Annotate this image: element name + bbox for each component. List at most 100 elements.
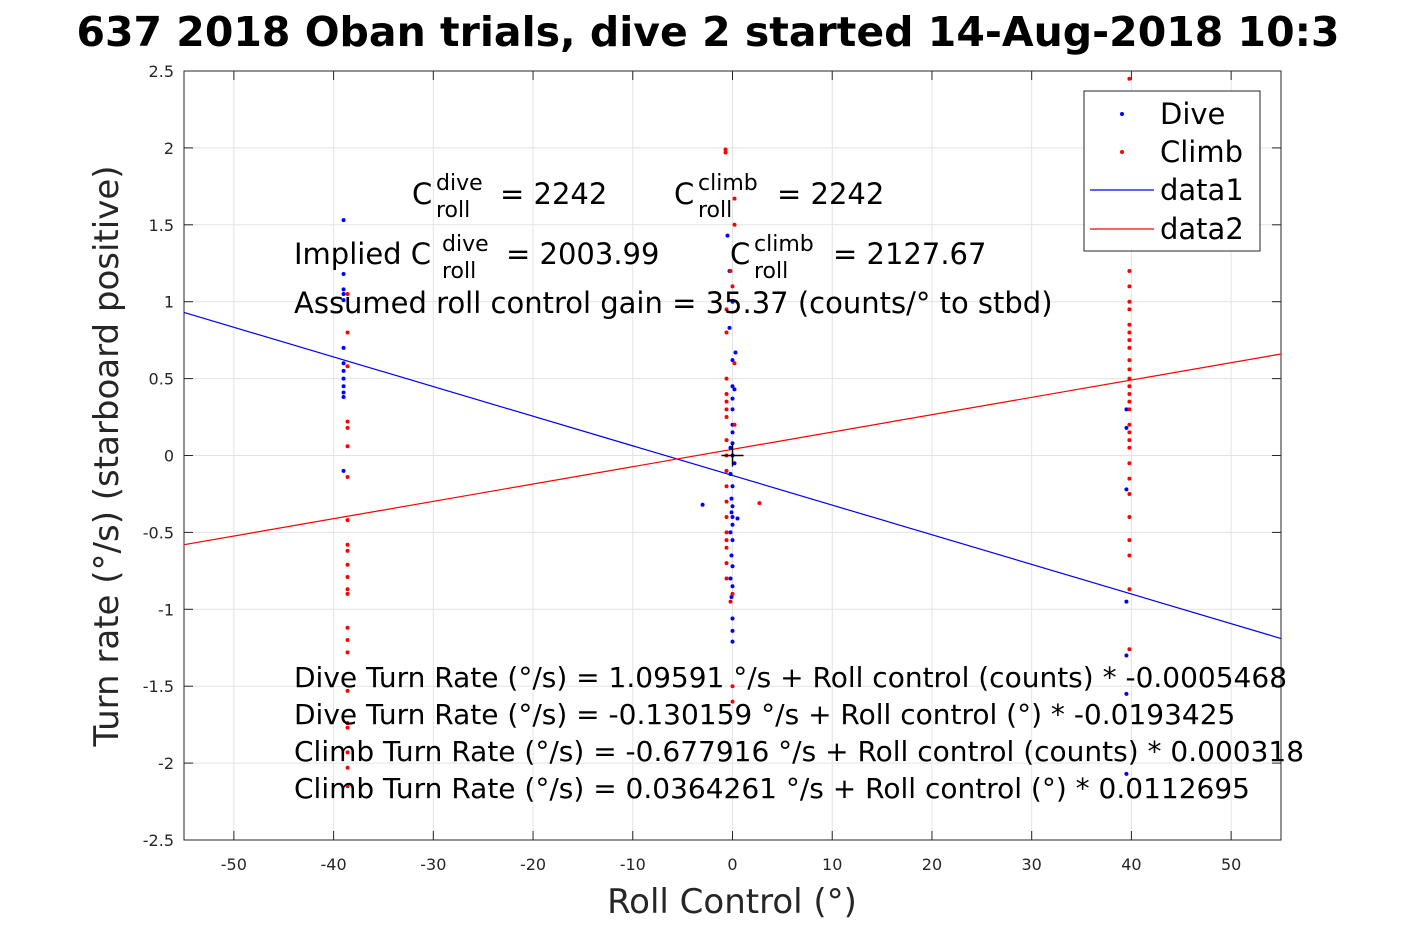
- climb-point: [724, 468, 729, 473]
- dive-point: [730, 515, 735, 520]
- dive-point: [341, 368, 346, 373]
- climb-point: [730, 699, 735, 704]
- climb-point: [1127, 76, 1132, 81]
- dive-point: [730, 522, 735, 527]
- climb-point: [1127, 399, 1132, 404]
- climb-point: [1127, 322, 1132, 327]
- climb-point: [724, 576, 729, 581]
- climb-point: [345, 625, 350, 630]
- climb-point: [724, 484, 729, 489]
- dive-point: [730, 616, 735, 621]
- dive-point: [341, 468, 346, 473]
- climb-point: [724, 415, 729, 420]
- implied-climb-annotation: C climb roll = 2127.67: [730, 232, 986, 284]
- climb-point: [1127, 538, 1132, 543]
- climb-point: [345, 542, 350, 547]
- dive-point: [1124, 407, 1129, 412]
- dive-point: [728, 471, 733, 476]
- climb-point: [732, 222, 737, 227]
- dive-point: [732, 387, 737, 392]
- dive-point: [730, 384, 735, 389]
- dive-point: [341, 298, 346, 303]
- dive-point: [735, 516, 740, 521]
- c-symbol: C: [412, 177, 432, 211]
- dive-point: [730, 396, 735, 401]
- dive-point: [730, 564, 735, 569]
- dive-point: [730, 584, 735, 589]
- x-tick-label: 30: [1022, 855, 1042, 874]
- equation-climb-counts: Climb Turn Rate (°/s) = -0.677916 °/s + …: [294, 735, 1304, 768]
- legend-swatch-climb: [1120, 150, 1124, 154]
- climb-point: [345, 765, 350, 770]
- climb-point: [732, 196, 737, 201]
- climb-point: [724, 407, 729, 412]
- climb-point: [732, 361, 737, 366]
- climb-point: [730, 284, 735, 289]
- dive-point: [728, 445, 733, 450]
- climb-point: [728, 268, 733, 273]
- climb-point: [1127, 307, 1132, 312]
- dive-point: [728, 576, 733, 581]
- climb-point: [1127, 391, 1132, 396]
- implied-climb-value: = 2127.67: [833, 237, 986, 271]
- y-tick-label: 1.5: [149, 216, 174, 235]
- assumed-gain-annotation: Assumed roll control gain = 35.37 (count…: [294, 286, 1053, 320]
- ticks: -50 -40 -30 -20 -10 0 10 20 30 40 50-2.5-2-1.5-1-0…: [143, 62, 1281, 874]
- x-tick-label: -10: [620, 855, 646, 874]
- dive-point: [730, 430, 735, 435]
- y-tick-label: -0.5: [143, 523, 174, 542]
- climb-point: [1127, 367, 1132, 372]
- climb-point: [345, 587, 350, 592]
- c-symbol: C: [730, 237, 750, 271]
- dive-point: [1124, 771, 1129, 776]
- dive-point: [341, 376, 346, 381]
- legend-label: Dive: [1160, 97, 1225, 131]
- dive-point: [730, 358, 735, 363]
- climb-point: [724, 307, 729, 312]
- y-tick-label: 2: [164, 139, 174, 158]
- x-axis-label: Roll Control (°): [607, 882, 857, 922]
- climb-point: [1127, 268, 1132, 273]
- sub-roll: roll: [754, 259, 788, 284]
- dive-point: [727, 325, 732, 330]
- climb-point: [1127, 491, 1132, 496]
- climb-point: [1127, 422, 1132, 427]
- dive-point: [729, 594, 734, 599]
- y-tick-label: 2.5: [149, 62, 174, 81]
- climb-point: [345, 784, 350, 789]
- dive-point: [341, 287, 346, 292]
- dive-point: [730, 484, 735, 489]
- sub-roll: roll: [436, 198, 470, 223]
- dive-point: [729, 510, 734, 515]
- dive-point: [1124, 487, 1129, 492]
- climb-point: [345, 750, 350, 755]
- implied-dive-annotation: Implied C dive roll = 2003.99: [294, 232, 659, 284]
- sup-dive: dive: [436, 171, 483, 196]
- y-tick-label: 0: [164, 447, 174, 466]
- climb-point: [345, 425, 350, 430]
- climb-point: [345, 518, 350, 523]
- equation-dive-counts: Dive Turn Rate (°/s) = 1.09591 °/s + Rol…: [294, 661, 1287, 694]
- x-tick-label: -30: [420, 855, 446, 874]
- climb-point: [724, 515, 729, 520]
- climb-point: [345, 650, 350, 655]
- climb-point: [723, 150, 728, 155]
- implied-dive-value: = 2003.99: [506, 237, 659, 271]
- climb-point: [724, 391, 729, 396]
- climb-point: [345, 548, 350, 553]
- climb-point: [1127, 430, 1132, 435]
- dive-point: [341, 390, 346, 395]
- climb-point: [345, 721, 350, 726]
- climb-point: [730, 684, 735, 689]
- y-tick-label: 0.5: [149, 370, 174, 389]
- y-tick-label: -1.5: [143, 677, 174, 696]
- climb-point: [1127, 476, 1132, 481]
- c-roll-climb-annotation: C climb roll = 2242: [674, 171, 884, 223]
- x-tick-label: 20: [922, 855, 942, 874]
- dive-point: [341, 395, 346, 400]
- dive-point: [729, 553, 734, 558]
- dive-point: [730, 639, 735, 644]
- dive-point: [341, 361, 346, 366]
- sub-roll: roll: [442, 259, 476, 284]
- data-points: [341, 76, 1132, 789]
